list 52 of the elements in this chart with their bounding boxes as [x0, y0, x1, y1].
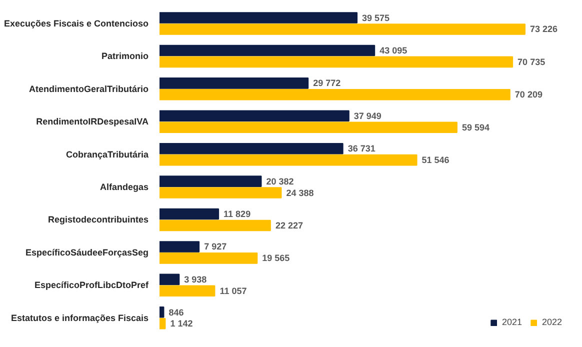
bar: [160, 56, 514, 68]
bar: [160, 88, 510, 100]
y-tick-label: Patrimonio: [101, 51, 149, 62]
data-label: 37 949: [354, 110, 382, 121]
bar: [160, 306, 164, 318]
data-label: 24 388: [286, 188, 314, 198]
y-tick-label: CobrançaTributária: [66, 149, 150, 160]
data-label: 22 227: [275, 220, 303, 230]
bar: [160, 318, 166, 330]
bar: [160, 122, 458, 133]
y-tick-label: RendimentoIRDespesaIVA: [36, 116, 149, 127]
y-tick-label: Alfandegas: [100, 182, 149, 192]
legend-label: 2022: [542, 317, 562, 327]
data-label: 11 057: [220, 286, 247, 296]
y-tick-label: EspecíficoSáudeeForçasSeg: [25, 247, 149, 258]
bar: [160, 110, 350, 122]
bar: [160, 274, 180, 286]
data-label: 51 546: [422, 155, 450, 166]
bar: [160, 187, 282, 198]
bar: [160, 208, 220, 220]
data-label: 11 829: [224, 209, 251, 220]
bar: [160, 220, 271, 232]
data-label: 59 594: [462, 122, 490, 132]
data-label: 39 575: [362, 12, 390, 23]
bar: [160, 24, 526, 35]
y-tick-label: Execuções Fiscais e Contencioso: [4, 18, 149, 28]
data-label: 846: [168, 308, 184, 318]
data-label: 36 731: [348, 144, 376, 154]
bar: [160, 241, 200, 252]
bar: [160, 285, 216, 297]
data-label: 19 565: [262, 253, 290, 264]
data-label: 70 209: [514, 90, 542, 100]
data-label: 73 226: [530, 24, 558, 34]
bar: [160, 176, 262, 187]
legend-label: 2021: [502, 317, 522, 327]
bar: [160, 12, 358, 24]
data-label: 20 382: [266, 176, 294, 186]
bar: [160, 142, 344, 154]
data-label: 3 938: [184, 274, 207, 284]
data-label: 29 772: [313, 78, 341, 88]
bar: [160, 44, 376, 56]
bar: [160, 78, 309, 89]
y-tick-label: AtendimentoGeralTributário: [28, 84, 149, 94]
data-label: 43 095: [380, 45, 408, 56]
data-label: 70 735: [518, 56, 546, 67]
bar: [160, 154, 418, 166]
bar: [160, 252, 258, 264]
data-label: 7 927: [204, 242, 227, 252]
data-label: 1 142: [170, 318, 193, 329]
y-tick-label: Registodecontribuintes: [48, 214, 149, 225]
y-tick-label: EspecíficoProfLibcDtoPref: [34, 280, 150, 290]
y-tick-label: Estatutos e informações Fiscais: [10, 312, 149, 323]
